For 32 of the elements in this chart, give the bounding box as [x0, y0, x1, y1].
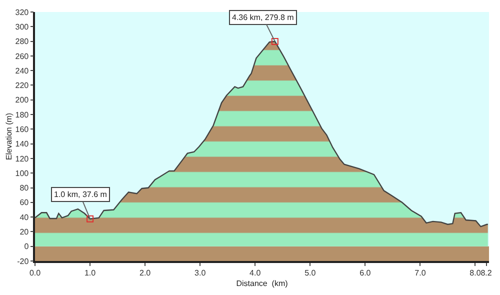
x-tick-label: 0.0: [29, 268, 42, 278]
y-tick-label: 120: [15, 154, 30, 164]
y-tick-label: 80: [20, 184, 30, 193]
y-tick-label: 0: [24, 242, 30, 252]
y-tick-label: 200: [15, 96, 30, 105]
x-tick-label: 1.0: [84, 268, 96, 278]
y-tick-label: 260: [15, 52, 30, 61]
annotation: 1.0 km, 37.6 m: [54, 190, 108, 199]
x-axis-title: Distance (km): [236, 278, 288, 288]
x-tick-label: 2.0: [139, 268, 152, 278]
x-tick-label: 8.0: [470, 268, 482, 278]
y-tick-label: 280: [15, 37, 30, 46]
y-tick-label: 60: [20, 198, 30, 208]
x-tick-label: 8.2: [480, 268, 492, 278]
x-tick-label: 6.0: [360, 268, 372, 278]
y-tick-label: -20: [17, 256, 30, 266]
y-tick-label: 100: [15, 168, 30, 178]
y-tick-label: 300: [15, 22, 30, 32]
x-tick-label: 5.0: [304, 268, 316, 278]
y-tick-label: 160: [15, 124, 30, 134]
y-tick-label: 40: [20, 212, 30, 222]
y-tick-label: 320: [15, 8, 30, 17]
y-tick-label: 240: [15, 66, 30, 76]
y-axis-title: Elevation (m): [4, 112, 14, 160]
x-tick-label: 3.0: [194, 268, 206, 278]
x-tick-label: 7.0: [414, 268, 426, 278]
y-tick-label: 20: [20, 228, 30, 237]
annotation: 4.36 km, 279.8 m: [232, 13, 294, 22]
y-tick-label: 220: [15, 81, 30, 90]
y-tick-label: 180: [15, 110, 30, 120]
y-tick-label: 140: [15, 140, 30, 149]
x-tick-label: 4.0: [250, 268, 262, 278]
